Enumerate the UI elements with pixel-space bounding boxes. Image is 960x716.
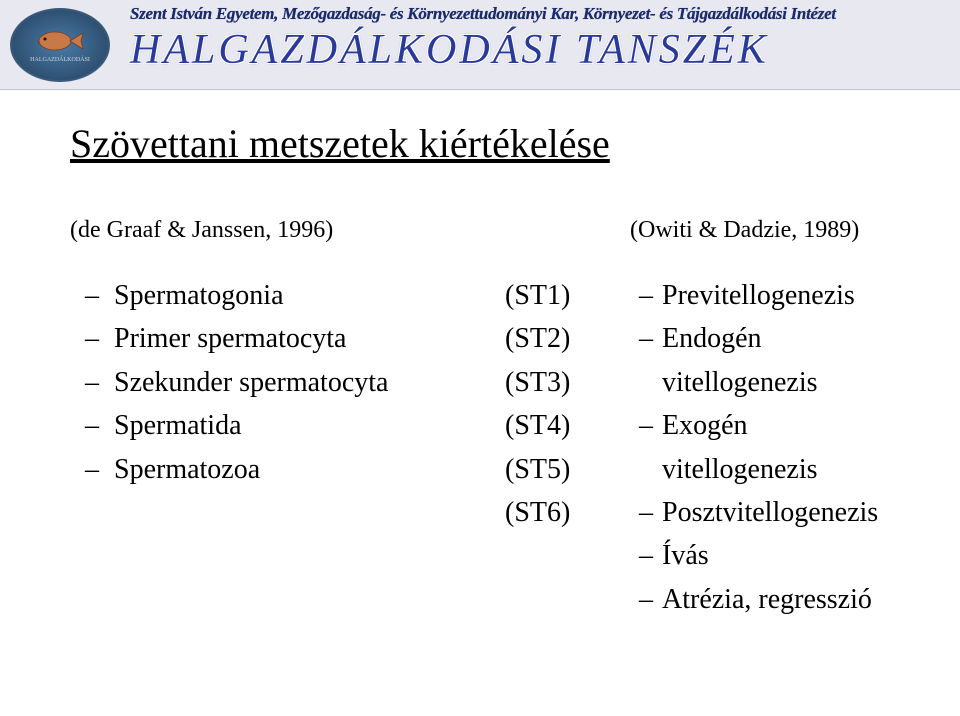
phase-row: – Endogén vitellogenezis [630, 317, 890, 404]
phase-list: – Previtellogenezis – Endogén vitellogen… [630, 274, 890, 621]
fish-icon [35, 27, 85, 55]
slide-title: Szövettani metszetek kiértékelése [70, 120, 890, 167]
logo-text-bottom: HALGAZDÁLKODÁSI [30, 57, 90, 63]
stage-row: – Spermatida (ST4) [70, 404, 590, 447]
stage-row: – Spermatozoa (ST5) [70, 448, 590, 491]
stage-row: – (ST6) [70, 491, 590, 534]
stage-name: Spermatida [114, 404, 505, 447]
right-column: (Owiti & Dadzie, 1989) – Previtellogenez… [630, 217, 890, 621]
stage-code: (ST6) [505, 491, 590, 534]
dash-icon: – [630, 317, 662, 360]
stage-list: – Spermatogonia (ST1) – Primer spermatoc… [70, 274, 590, 534]
phase-row: – Ívás [630, 534, 890, 577]
stage-name: Primer spermatocyta [114, 317, 505, 360]
dash-icon: – [630, 274, 662, 317]
columns: (de Graaf & Janssen, 1996) – Spermatogon… [70, 217, 890, 621]
stage-row: – Szekunder spermatocyta (ST3) [70, 361, 590, 404]
stage-code: (ST4) [505, 404, 590, 447]
stage-name: Szekunder spermatocyta [114, 361, 505, 404]
dash-icon: – [70, 404, 114, 447]
phase-row: – Exogén vitellogenezis [630, 404, 890, 491]
dash-icon: – [630, 534, 662, 577]
stage-name: Spermatozoa [114, 448, 505, 491]
phase-row: – Atrézia, regresszió [630, 578, 890, 621]
dash-icon: – [70, 361, 114, 404]
stage-code: (ST2) [505, 317, 590, 360]
dash-icon: – [630, 404, 662, 447]
phase-name: Previtellogenezis [662, 274, 855, 317]
logo: HALGAZDÁLKODÁSI [10, 8, 110, 82]
left-reference: (de Graaf & Janssen, 1996) [70, 217, 590, 244]
stage-row: – Primer spermatocyta (ST2) [70, 317, 590, 360]
phase-name: Posztvitellogenezis [662, 491, 878, 534]
slide-content: Szövettani metszetek kiértékelése (de Gr… [0, 90, 960, 621]
dash-icon: – [630, 578, 662, 621]
institution-line: Szent István Egyetem, Mezőgazdaság- és K… [130, 4, 950, 24]
stage-name: Spermatogonia [114, 274, 505, 317]
stage-code: (ST5) [505, 448, 590, 491]
dash-icon: – [70, 317, 114, 360]
header-text-block: Szent István Egyetem, Mezőgazdaság- és K… [130, 4, 950, 74]
phase-row: – Previtellogenezis [630, 274, 890, 317]
stage-row: – Spermatogonia (ST1) [70, 274, 590, 317]
stage-code: (ST3) [505, 361, 590, 404]
left-column: (de Graaf & Janssen, 1996) – Spermatogon… [70, 217, 590, 621]
department-line: HALGAZDÁLKODÁSI TANSZÉK [130, 26, 950, 74]
right-reference: (Owiti & Dadzie, 1989) [630, 217, 890, 244]
dash-icon: – [630, 491, 662, 534]
phase-name: Exogén vitellogenezis [662, 404, 890, 491]
phase-name: Atrézia, regresszió [662, 578, 872, 621]
phase-row: – Posztvitellogenezis [630, 491, 890, 534]
phase-name: Ívás [662, 534, 709, 577]
dash-icon: – [70, 448, 114, 491]
dash-icon: – [70, 274, 114, 317]
stage-code: (ST1) [505, 274, 590, 317]
phase-name: Endogén vitellogenezis [662, 317, 890, 404]
header-banner: HALGAZDÁLKODÁSI Szent István Egyetem, Me… [0, 0, 960, 90]
